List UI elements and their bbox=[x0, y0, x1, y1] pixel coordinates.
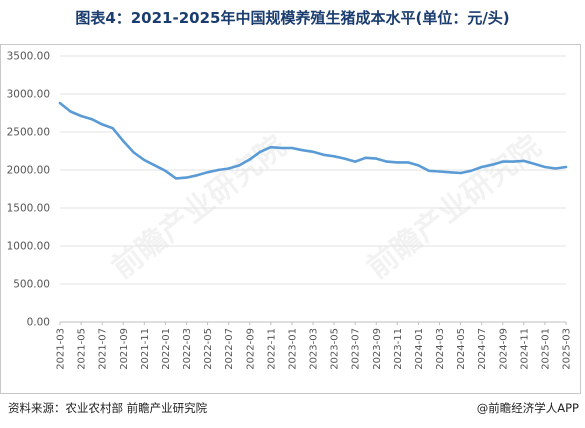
x-tick-label: 2021-05 bbox=[77, 328, 88, 370]
x-tick-label: 2022-01 bbox=[161, 328, 172, 370]
data-point bbox=[491, 163, 494, 166]
x-tick-label: 2023-07 bbox=[351, 328, 362, 370]
x-tick-label: 2021-11 bbox=[140, 328, 151, 370]
data-point bbox=[353, 160, 357, 163]
x-tick-label: 2023-01 bbox=[287, 328, 298, 370]
data-point bbox=[417, 164, 420, 167]
y-tick-label: 1000.00 bbox=[7, 241, 50, 253]
data-point bbox=[364, 156, 367, 160]
data-point bbox=[79, 114, 83, 118]
data-point bbox=[69, 110, 72, 113]
y-tick-label: 3500.00 bbox=[7, 51, 50, 63]
data-point bbox=[58, 101, 62, 105]
data-point bbox=[259, 150, 262, 153]
data-point bbox=[122, 139, 125, 143]
data-point bbox=[522, 159, 526, 163]
data-point bbox=[554, 167, 557, 170]
x-tick-label: 2021-03 bbox=[56, 328, 67, 370]
credit-note: @前瞻经济学人APP bbox=[476, 401, 579, 415]
data-point bbox=[248, 158, 251, 161]
data-point bbox=[427, 169, 431, 172]
data-point bbox=[438, 170, 441, 173]
data-point bbox=[100, 123, 104, 126]
data-point bbox=[143, 158, 146, 162]
x-tick-label: 2025-03 bbox=[562, 328, 573, 370]
x-tick-label: 2022-07 bbox=[224, 328, 235, 370]
x-tick-label: 2022-11 bbox=[266, 328, 277, 370]
plot-frame bbox=[0, 44, 581, 394]
data-point bbox=[480, 165, 483, 169]
data-point bbox=[533, 162, 536, 166]
series-layer bbox=[58, 101, 568, 180]
data-point bbox=[375, 157, 378, 160]
data-point bbox=[174, 177, 178, 180]
x-tick-label: 2023-09 bbox=[372, 328, 383, 370]
data-point bbox=[280, 146, 283, 150]
data-point bbox=[396, 161, 399, 164]
x-tick-label: 2024-11 bbox=[519, 328, 530, 370]
data-point bbox=[469, 169, 473, 172]
y-tick-label: 2000.00 bbox=[7, 165, 50, 177]
data-point bbox=[185, 176, 188, 179]
x-tick-label: 2024-07 bbox=[477, 328, 488, 370]
data-point bbox=[385, 160, 388, 163]
y-tick-label: 500.00 bbox=[13, 279, 50, 291]
data-point bbox=[290, 146, 294, 150]
data-point bbox=[301, 149, 304, 152]
x-tick-label: 2023-05 bbox=[330, 328, 341, 370]
x-tick-label: 2024-09 bbox=[498, 328, 509, 370]
data-point bbox=[111, 127, 114, 130]
data-point bbox=[195, 174, 199, 177]
source-note: 资料来源：农业农村部 前瞻产业研究院 bbox=[8, 401, 208, 415]
y-tick-label: 1500.00 bbox=[7, 203, 50, 215]
data-point bbox=[448, 171, 452, 174]
y-tick-label: 2500.00 bbox=[7, 127, 50, 139]
data-point bbox=[564, 165, 568, 169]
x-tick-label: 2024-05 bbox=[456, 328, 467, 370]
x-tick-label: 2024-03 bbox=[435, 328, 446, 370]
data-point bbox=[227, 167, 230, 170]
data-point bbox=[343, 157, 346, 160]
data-point bbox=[543, 165, 547, 169]
data-point bbox=[216, 168, 220, 172]
x-tick-label: 2021-07 bbox=[98, 328, 109, 370]
data-point bbox=[206, 171, 209, 174]
data-point bbox=[332, 155, 336, 158]
x-tick-label: 2022-03 bbox=[182, 328, 193, 370]
data-point bbox=[164, 169, 167, 172]
data-point bbox=[406, 161, 410, 164]
data-point bbox=[153, 164, 157, 167]
data-point bbox=[132, 151, 135, 154]
x-tick-label: 2022-09 bbox=[245, 328, 256, 370]
x-tick-label: 2022-05 bbox=[203, 328, 214, 370]
data-point bbox=[238, 164, 241, 167]
x-tick-label: 2025-01 bbox=[540, 328, 551, 370]
x-tick-label: 2023-03 bbox=[309, 328, 320, 370]
x-tick-label: 2024-01 bbox=[414, 328, 425, 370]
data-point bbox=[90, 117, 93, 121]
footer: 资料来源：农业农村部 前瞻产业研究院 @前瞻经济学人APP bbox=[0, 397, 585, 421]
x-tick-label: 2023-11 bbox=[393, 328, 404, 370]
chart-title: 图表4：2021-2025年中国规模养殖生猪成本水平(单位：元/头) bbox=[75, 9, 510, 27]
axes: 0.00 500.00 1000.00 1500.00 2000.00 2500.00 30… bbox=[7, 51, 573, 370]
data-point bbox=[501, 160, 504, 163]
data-point bbox=[459, 171, 462, 175]
y-tick-label: 3000.00 bbox=[7, 89, 50, 101]
data-point bbox=[512, 160, 515, 163]
y-tick-label: 0.00 bbox=[27, 317, 50, 329]
data-point bbox=[322, 153, 325, 156]
data-point bbox=[311, 150, 315, 153]
data-point bbox=[269, 146, 273, 149]
x-tick-label: 2021-09 bbox=[119, 328, 130, 370]
